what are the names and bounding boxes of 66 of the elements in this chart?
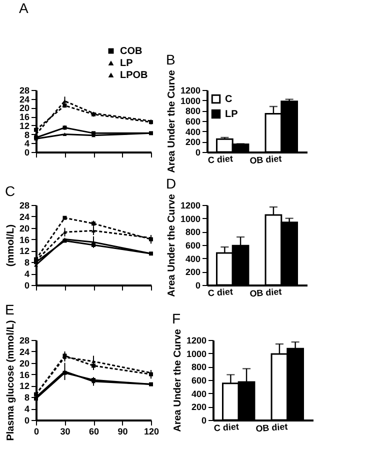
legend-label: COB bbox=[120, 46, 142, 57]
y-tick-label: 12 bbox=[19, 246, 30, 256]
y-tick-label: 16 bbox=[19, 234, 30, 245]
chart-title: D bbox=[166, 176, 176, 192]
y-axis-title: Plasma glucose (mmol/L) bbox=[5, 320, 16, 441]
x-tick-label: 120 bbox=[144, 426, 160, 436]
y-tick-label: 1000 bbox=[180, 96, 200, 106]
y-tick-label: 1000 bbox=[180, 214, 200, 224]
x-tick-label: 60 bbox=[88, 426, 100, 436]
y-tick-label: 8 bbox=[24, 258, 30, 268]
y-tick-label: 12 bbox=[19, 381, 30, 392]
y-axis-title: Area Under the Curve bbox=[166, 194, 178, 297]
chart-title: A bbox=[18, 0, 29, 16]
y-tick-label: 400 bbox=[185, 126, 200, 137]
x-tick-label: 30 bbox=[60, 426, 70, 436]
x-tick-label: OB diet bbox=[255, 422, 288, 434]
y-tick-label: 20 bbox=[19, 223, 30, 234]
legend-label: LPOB bbox=[120, 70, 148, 81]
x-tick-label: OB diet bbox=[249, 154, 282, 166]
y-tick-label: 600 bbox=[185, 240, 200, 250]
y-tick-label: 400 bbox=[185, 254, 200, 264]
y-tick-label: 4 bbox=[24, 269, 30, 280]
y-tick-label: 28 bbox=[19, 200, 30, 210]
y-tick-label: 20 bbox=[19, 358, 30, 368]
legend-label: C bbox=[225, 94, 232, 105]
y-tick-label: 28 bbox=[19, 86, 30, 96]
y-tick-label: 1000 bbox=[186, 348, 206, 359]
x-tick-label: OB diet bbox=[249, 286, 282, 299]
y-tick-label: 24 bbox=[19, 212, 30, 222]
y-tick-label: 800 bbox=[185, 106, 200, 116]
y-tick-label: 24 bbox=[19, 346, 30, 357]
y-tick-label: 600 bbox=[191, 376, 206, 386]
x-tick-label: 90 bbox=[118, 426, 128, 436]
y-tick-label: 24 bbox=[19, 94, 30, 104]
chart-title: F bbox=[172, 310, 181, 327]
y-tick-label: 800 bbox=[185, 227, 200, 238]
chart-title: E bbox=[4, 302, 14, 318]
x-tick-label: C diet bbox=[214, 422, 240, 434]
y-tick-label: 800 bbox=[191, 362, 206, 372]
legend-label: LP bbox=[225, 109, 238, 120]
chart-title: C bbox=[4, 183, 16, 199]
y-tick-label: 600 bbox=[185, 116, 200, 126]
y-tick-label: 8 bbox=[24, 392, 30, 403]
y-tick-label: 200 bbox=[185, 137, 200, 148]
legend-label: LP bbox=[120, 58, 134, 69]
x-tick-label: C diet bbox=[208, 154, 234, 166]
y-axis-title: Area Under the Curve bbox=[172, 328, 184, 432]
y-tick-label: 16 bbox=[19, 112, 30, 122]
y-tick-label: 200 bbox=[185, 267, 200, 278]
y-tick-label: 400 bbox=[191, 388, 206, 399]
y-tick-label: 1200 bbox=[180, 86, 200, 96]
y-tick-label: 8 bbox=[24, 130, 30, 140]
x-tick-label: C diet bbox=[208, 286, 234, 298]
y-axis-title: Area Under the Curve bbox=[166, 70, 178, 173]
chart-title: B bbox=[166, 52, 176, 68]
y-tick-label: 200 bbox=[191, 402, 206, 412]
x-tick-label: 0 bbox=[34, 426, 40, 436]
y-tick-label: 1200 bbox=[180, 200, 200, 210]
y-tick-label: 20 bbox=[19, 103, 30, 114]
y-axis-title: (mmol/L) bbox=[5, 224, 16, 267]
y-tick-label: 4 bbox=[24, 404, 30, 414]
y-tick-label: 4 bbox=[24, 138, 30, 149]
y-tick-label: 16 bbox=[19, 370, 30, 380]
y-tick-label: 1200 bbox=[186, 336, 206, 346]
y-tick-label: 12 bbox=[19, 120, 30, 131]
y-tick-label: 28 bbox=[19, 336, 30, 346]
